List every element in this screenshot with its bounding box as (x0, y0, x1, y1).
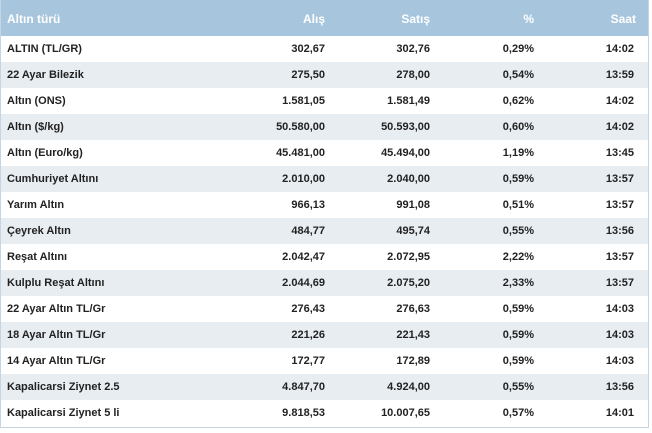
row-time-cell: 14:02 (605, 95, 634, 107)
table-row[interactable]: Altın (ONS) 1.581,05 1.581,49 0,62% 14:02 (1, 88, 648, 114)
row-buy-cell: 2.010,00 (282, 173, 325, 185)
row-time-cell: 14:02 (605, 43, 634, 55)
row-time-cell: 13:57 (605, 277, 634, 289)
row-buy-cell: 276,43 (291, 303, 325, 315)
row-sell-cell: 495,74 (396, 225, 430, 237)
column-header-buy[interactable]: Alış (302, 12, 325, 26)
row-sell-cell: 1.581,49 (387, 95, 430, 107)
row-name-cell: Altın ($/kg) (7, 121, 64, 133)
row-time-cell: 13:45 (605, 147, 634, 159)
row-name-cell: 22 Ayar Bilezik (7, 69, 84, 81)
row-sell-cell: 2.040,00 (387, 173, 430, 185)
table-row[interactable]: 18 Ayar Altın TL/Gr 221,26 221,43 0,59% 14:0… (1, 322, 648, 348)
table-row[interactable]: Altın ($/kg) 50.580,00 50.593,00 0,60% 14:02 (1, 114, 648, 140)
row-percent-cell: 0,59% (502, 329, 534, 341)
row-sell-cell: 172,89 (396, 355, 430, 367)
row-percent-cell: 0,60% (502, 121, 534, 133)
row-buy-cell: 50.580,00 (276, 121, 325, 133)
row-buy-cell: 966,13 (291, 199, 325, 211)
row-time-cell: 13:56 (605, 225, 634, 237)
row-sell-cell: 2.075,20 (387, 277, 430, 289)
row-buy-cell: 1.581,05 (282, 95, 325, 107)
row-percent-cell: 2,22% (502, 251, 534, 263)
row-name-cell: Cumhuriyet Altını (7, 173, 99, 185)
row-name-cell: Kapalicarsi Ziynet 2.5 (7, 381, 120, 393)
row-time-cell: 13:57 (605, 199, 634, 211)
table-row[interactable]: Reşat Altını 2.042,47 2.072,95 2,22% 13:57 (1, 244, 648, 270)
row-name-cell: Kapalicarsi Ziynet 5 li (7, 407, 120, 419)
row-time-cell: 13:57 (605, 173, 634, 185)
table-header: Altın türü Alış Satış % Saat (1, 0, 648, 36)
row-percent-cell: 2,33% (502, 277, 534, 289)
table-row[interactable]: Kapalicarsi Ziynet 5 li 9.818,53 10.007,65… (1, 400, 648, 426)
row-time-cell: 14:03 (605, 303, 634, 315)
row-sell-cell: 302,76 (396, 43, 430, 55)
column-header-sell[interactable]: Satış (401, 12, 430, 26)
row-sell-cell: 278,00 (396, 69, 430, 81)
row-percent-cell: 0,62% (502, 95, 534, 107)
row-buy-cell: 45.481,00 (276, 147, 325, 159)
table-row[interactable]: Yarım Altın 966,13 991,08 0,51% 13:57 (1, 192, 648, 218)
row-buy-cell: 302,67 (291, 43, 325, 55)
table-body: ALTIN (TL/GR) 302,67 302,76 0,29% 14:02 22 Ay… (1, 36, 648, 426)
row-sell-cell: 221,43 (396, 329, 430, 341)
row-sell-cell: 991,08 (396, 199, 430, 211)
row-time-cell: 14:01 (605, 407, 634, 419)
table-row[interactable]: ALTIN (TL/GR) 302,67 302,76 0,29% 14:02 (1, 36, 648, 62)
row-name-cell: 22 Ayar Altın TL/Gr (7, 303, 106, 315)
table-row[interactable]: 22 Ayar Altın TL/Gr 276,43 276,63 0,59% 14:0… (1, 296, 648, 322)
row-sell-cell: 2.072,95 (387, 251, 430, 263)
row-time-cell: 14:03 (605, 329, 634, 341)
row-percent-cell: 0,51% (502, 199, 534, 211)
table-row[interactable]: Kapalicarsi Ziynet 2.5 4.847,70 4.924,00 0,… (1, 374, 648, 400)
row-time-cell: 13:57 (605, 251, 634, 263)
row-name-cell: ALTIN (TL/GR) (7, 43, 82, 55)
row-time-cell: 14:02 (605, 121, 634, 133)
row-buy-cell: 484,77 (291, 225, 325, 237)
row-name-cell: Altın (Euro/kg) (7, 147, 83, 159)
row-sell-cell: 10.007,65 (381, 407, 430, 419)
row-buy-cell: 275,50 (291, 69, 325, 81)
row-time-cell: 14:03 (605, 355, 634, 367)
row-name-cell: Reşat Altını (7, 251, 68, 263)
row-time-cell: 13:56 (605, 381, 634, 393)
row-name-cell: 14 Ayar Altın TL/Gr (7, 355, 106, 367)
row-buy-cell: 9.818,53 (282, 407, 325, 419)
row-percent-cell: 0,59% (502, 173, 534, 185)
row-percent-cell: 0,54% (502, 69, 534, 81)
row-name-cell: Kulplu Reşat Altını (7, 277, 105, 289)
row-percent-cell: 0,59% (502, 303, 534, 315)
row-percent-cell: 0,59% (502, 355, 534, 367)
row-sell-cell: 50.593,00 (381, 121, 430, 133)
row-name-cell: Çeyrek Altın (7, 225, 71, 237)
row-time-cell: 13:59 (605, 69, 634, 81)
row-name-cell: Altın (ONS) (7, 95, 66, 107)
row-sell-cell: 276,63 (396, 303, 430, 315)
row-buy-cell: 2.044,69 (282, 277, 325, 289)
table-row[interactable]: 22 Ayar Bilezik 275,50 278,00 0,54% 13:59 (1, 62, 648, 88)
column-header-percent[interactable]: % (523, 12, 534, 26)
table-row[interactable]: Cumhuriyet Altını 2.010,00 2.040,00 0,59% 13… (1, 166, 648, 192)
table-row[interactable]: 14 Ayar Altın TL/Gr 172,77 172,89 0,59% 14:0… (1, 348, 648, 374)
row-percent-cell: 0,57% (502, 407, 534, 419)
row-sell-cell: 4.924,00 (387, 381, 430, 393)
row-name-cell: Yarım Altın (7, 199, 65, 211)
row-percent-cell: 0,55% (502, 225, 534, 237)
row-buy-cell: 4.847,70 (282, 381, 325, 393)
row-percent-cell: 0,29% (502, 43, 534, 55)
row-buy-cell: 172,77 (291, 355, 325, 367)
row-sell-cell: 45.494,00 (381, 147, 430, 159)
row-buy-cell: 221,26 (291, 329, 325, 341)
table-row[interactable]: Çeyrek Altın 484,77 495,74 0,55% 13:56 (1, 218, 648, 244)
row-name-cell: 18 Ayar Altın TL/Gr (7, 329, 106, 341)
row-buy-cell: 2.042,47 (282, 251, 325, 263)
row-percent-cell: 1,19% (502, 147, 534, 159)
column-header-name[interactable]: Altın türü (7, 12, 61, 26)
table-row[interactable]: Altın (Euro/kg) 45.481,00 45.494,00 1,19% 13… (1, 140, 648, 166)
row-percent-cell: 0,55% (502, 381, 534, 393)
table-row[interactable]: Kulplu Reşat Altını 2.044,69 2.075,20 2,33%… (1, 270, 648, 296)
column-header-time[interactable]: Saat (610, 12, 636, 26)
